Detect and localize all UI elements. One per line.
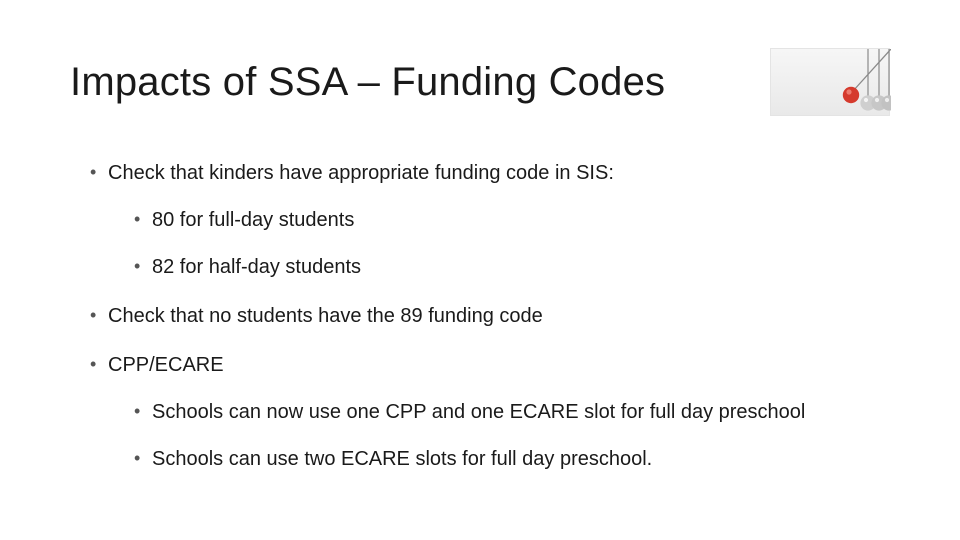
sub-bullet-item: 82 for half-day students [134, 254, 890, 281]
bullet-text: Check that no students have the 89 fundi… [108, 305, 543, 327]
sub-bullet-list: Schools can now use one CPP and one ECAR… [108, 399, 890, 473]
bullet-item: Check that kinders have appropriate fund… [90, 160, 890, 281]
bullet-text: Schools can use two ECARE slots for full… [152, 448, 652, 470]
bullet-text: Check that kinders have appropriate fund… [108, 162, 614, 184]
slide: Impacts of SSA – Funding Codes Check tha… [0, 0, 960, 540]
bullet-item: CPP/ECARE Schools can now use one CPP an… [90, 352, 890, 473]
bullet-text: 80 for full-day students [152, 209, 354, 231]
title-row: Impacts of SSA – Funding Codes [70, 48, 890, 116]
sub-bullet-item: Schools can now use one CPP and one ECAR… [134, 399, 890, 426]
sub-bullet-item: 80 for full-day students [134, 207, 890, 234]
bullet-item: Check that no students have the 89 fundi… [90, 303, 890, 330]
newtons-cradle-icon [770, 48, 890, 116]
sub-bullet-item: Schools can use two ECARE slots for full… [134, 446, 890, 473]
bullet-text: CPP/ECARE [108, 354, 224, 376]
bullet-list: Check that kinders have appropriate fund… [70, 160, 890, 473]
bullet-text: 82 for half-day students [152, 256, 361, 278]
sub-bullet-list: 80 for full-day students 82 for half-day… [108, 207, 890, 281]
bullet-text: Schools can now use one CPP and one ECAR… [152, 401, 805, 423]
slide-title: Impacts of SSA – Funding Codes [70, 60, 665, 105]
